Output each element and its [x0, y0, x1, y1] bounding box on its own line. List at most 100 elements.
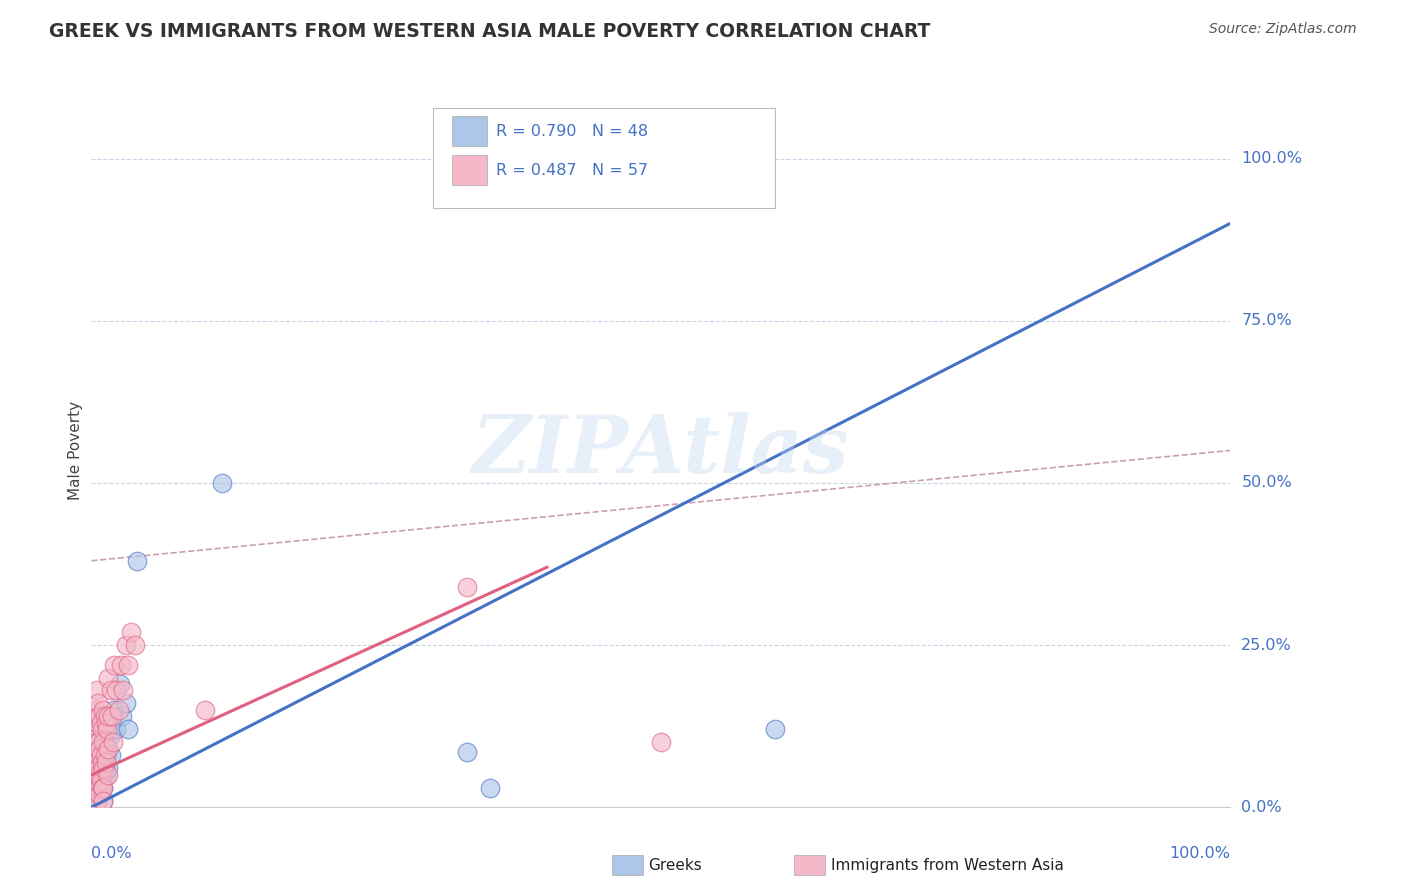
Point	[86, 723, 108, 737]
Text: Immigrants from Western Asia: Immigrants from Western Asia	[831, 858, 1064, 872]
Point	[83, 755, 105, 769]
Point	[101, 735, 124, 749]
Point	[117, 723, 139, 737]
Point	[114, 638, 136, 652]
Point	[120, 625, 142, 640]
Point	[96, 768, 118, 782]
Y-axis label: Male Poverty: Male Poverty	[67, 401, 83, 500]
Point	[650, 735, 672, 749]
Point	[91, 748, 114, 763]
Bar	[453, 155, 486, 185]
Point	[87, 780, 110, 795]
Point	[87, 761, 110, 775]
Point	[84, 748, 107, 763]
Point	[91, 761, 114, 775]
Point	[194, 703, 217, 717]
Point	[84, 768, 107, 782]
Point	[87, 735, 110, 749]
Point	[97, 761, 120, 775]
Text: R = 0.487   N = 57: R = 0.487 N = 57	[496, 162, 648, 178]
Point	[87, 761, 110, 775]
Point	[94, 735, 117, 749]
Point	[89, 787, 111, 801]
Text: ZIPAtlas: ZIPAtlas	[472, 412, 849, 489]
FancyBboxPatch shape	[433, 108, 775, 208]
Point	[91, 768, 114, 782]
Point	[90, 774, 112, 789]
Point	[83, 787, 105, 801]
Point	[89, 742, 111, 756]
Point	[103, 657, 125, 672]
Point	[86, 774, 108, 789]
Text: 100.0%: 100.0%	[1241, 151, 1302, 166]
Point	[107, 703, 129, 717]
Point	[94, 748, 117, 763]
Text: R = 0.790   N = 48: R = 0.790 N = 48	[496, 124, 648, 139]
Point	[97, 709, 120, 723]
Point	[89, 787, 111, 801]
Point	[91, 729, 114, 743]
Point	[101, 723, 124, 737]
Point	[97, 671, 120, 685]
Bar	[453, 117, 486, 146]
Point	[89, 774, 111, 789]
Point	[89, 715, 111, 730]
Point	[89, 780, 111, 795]
Point	[105, 723, 128, 737]
Point	[89, 748, 111, 763]
Point	[91, 794, 114, 808]
Point	[110, 657, 132, 672]
Point	[87, 787, 110, 801]
Point	[83, 780, 105, 795]
Text: Source: ZipAtlas.com: Source: ZipAtlas.com	[1209, 22, 1357, 37]
Point	[89, 742, 111, 756]
Point	[114, 697, 136, 711]
Point	[83, 723, 105, 737]
Text: GREEK VS IMMIGRANTS FROM WESTERN ASIA MALE POVERTY CORRELATION CHART: GREEK VS IMMIGRANTS FROM WESTERN ASIA MA…	[49, 22, 931, 41]
Point	[89, 709, 111, 723]
Text: 100.0%: 100.0%	[1170, 847, 1230, 861]
Point	[91, 780, 114, 795]
Point	[90, 780, 112, 795]
Point	[105, 683, 128, 698]
Point	[108, 677, 131, 691]
Point	[89, 768, 111, 782]
Point	[86, 794, 108, 808]
Point	[86, 748, 108, 763]
Point	[90, 723, 112, 737]
Text: 0.0%: 0.0%	[1241, 800, 1282, 814]
Point	[111, 709, 134, 723]
Point	[456, 580, 478, 594]
Point	[91, 703, 114, 717]
Point	[211, 475, 233, 490]
Point	[456, 745, 478, 759]
Point	[83, 780, 105, 795]
Point	[89, 774, 111, 789]
Point	[86, 755, 108, 769]
Point	[96, 748, 118, 763]
Point	[763, 723, 786, 737]
Point	[97, 715, 120, 730]
Point	[83, 768, 105, 782]
Point	[91, 780, 114, 795]
Point	[87, 697, 110, 711]
Point	[87, 735, 110, 749]
Text: Greeks: Greeks	[648, 858, 702, 872]
Point	[86, 683, 108, 698]
Point	[91, 735, 114, 749]
Point	[100, 748, 122, 763]
Point	[86, 780, 108, 795]
Text: 50.0%: 50.0%	[1241, 475, 1292, 491]
Point	[98, 729, 121, 743]
Point	[97, 742, 120, 756]
Point	[86, 715, 108, 730]
Point	[84, 735, 107, 749]
Point	[124, 638, 146, 652]
Point	[83, 768, 105, 782]
Point	[84, 787, 107, 801]
Point	[96, 742, 118, 756]
Point	[90, 755, 112, 769]
Text: 75.0%: 75.0%	[1241, 313, 1292, 328]
Point	[94, 761, 117, 775]
Point	[91, 794, 114, 808]
